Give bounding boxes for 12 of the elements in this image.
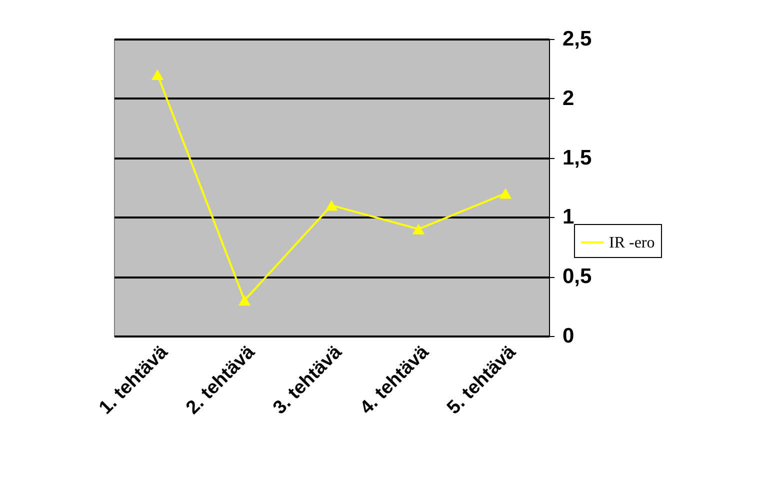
y-tick-label: 1 [562, 206, 574, 229]
point [325, 200, 338, 211]
y-tick-label: 2 [562, 86, 574, 110]
legend-label: IR -ero [609, 234, 655, 252]
point [499, 188, 512, 199]
y-tick-label: 0,5 [562, 265, 592, 288]
y-tick-label: 1,5 [562, 146, 592, 170]
y-tick-label: 0 [562, 324, 574, 348]
point [151, 69, 164, 80]
y-tick-label: 2,5 [562, 28, 592, 50]
point [238, 295, 251, 306]
point [412, 224, 425, 234]
